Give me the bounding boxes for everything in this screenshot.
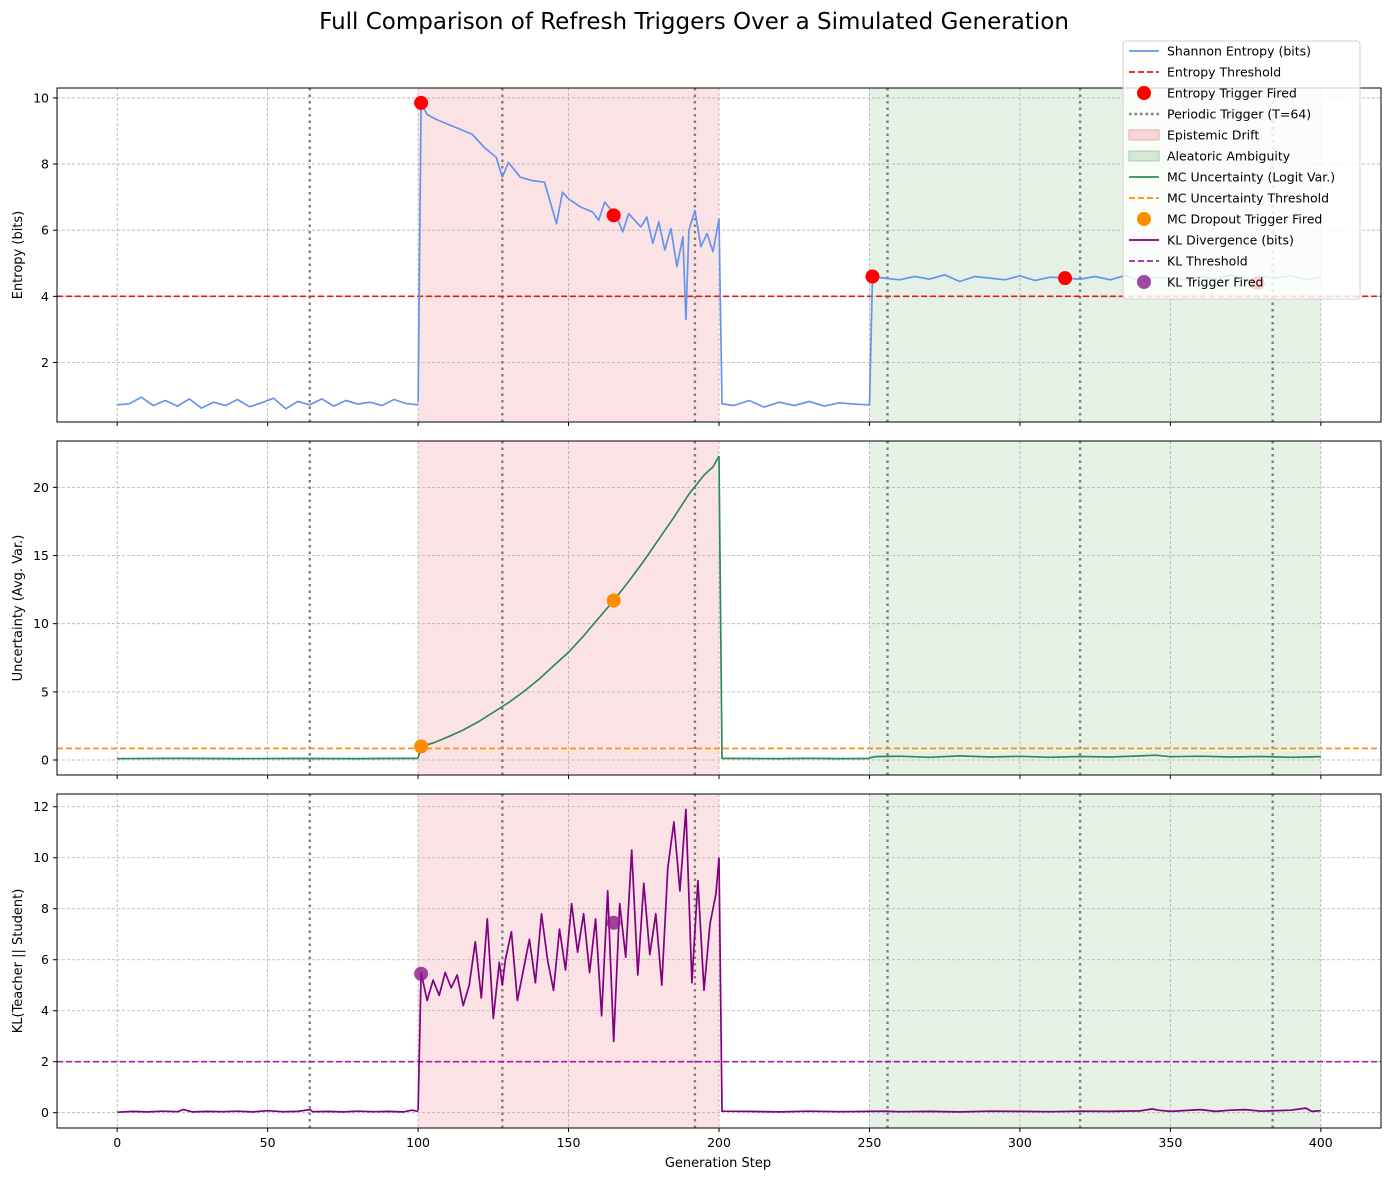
- y-tick-label: 10: [33, 90, 49, 105]
- series-line-kl-segment-2: [718, 857, 870, 1113]
- legend-label: Shannon Entropy (bits): [1167, 44, 1311, 59]
- x-tick-label: 50: [260, 1135, 276, 1150]
- trigger-marker-entropy: [1058, 271, 1073, 286]
- x-tick-label: 250: [858, 1135, 882, 1150]
- x-tick-label: 100: [406, 1135, 430, 1150]
- trigger-marker-entropy: [606, 208, 621, 223]
- legend-swatch-marker: [1137, 275, 1151, 289]
- legend-label: Periodic Trigger (T=64): [1167, 107, 1311, 122]
- legend-item: KL Divergence (bits): [1129, 233, 1294, 248]
- chart-title: Full Comparison of Refresh Triggers Over…: [319, 9, 1069, 35]
- x-tick-label: 350: [1158, 1135, 1182, 1150]
- series-line-mc-segment-1: [417, 455, 720, 759]
- y-tick-label: 10: [33, 616, 49, 631]
- y-tick-label: 20: [33, 480, 49, 495]
- x-tick-label: 300: [1008, 1135, 1032, 1150]
- y-tick-label: 0: [41, 753, 49, 768]
- legend-swatch-patch: [1128, 150, 1160, 162]
- y-tick-label: 0: [41, 1105, 49, 1120]
- legend-label: KL Trigger Fired: [1167, 275, 1263, 290]
- legend-item: Shannon Entropy (bits): [1129, 44, 1311, 59]
- series-line-entropy-segment-2: [718, 218, 870, 408]
- legend-label: MC Uncertainty (Logit Var.): [1167, 170, 1335, 185]
- y-tick-label: 8: [41, 901, 49, 916]
- legend-item: MC Uncertainty Threshold: [1129, 191, 1329, 206]
- legend-label: MC Dropout Trigger Fired: [1167, 212, 1322, 227]
- y-tick-label: 6: [41, 952, 49, 967]
- legend-label: Aleatoric Ambiguity: [1167, 149, 1291, 164]
- legend-label: Entropy Threshold: [1167, 65, 1281, 80]
- trigger-marker-kl: [414, 966, 429, 981]
- trigger-marker-mc: [606, 593, 621, 608]
- y-tick-label: 6: [41, 223, 49, 238]
- legend-swatch-marker: [1137, 86, 1151, 100]
- y-axis-label-kl: KL(Teacher || Student): [11, 889, 26, 1034]
- y-tick-label: 4: [41, 289, 49, 304]
- legend-item: Entropy Trigger Fired: [1137, 86, 1297, 101]
- series-line-mc-segment-3: [869, 754, 1321, 759]
- x-tick-label: 0: [113, 1135, 121, 1150]
- legend: Shannon Entropy (bits) Entropy Threshold E…: [1122, 40, 1361, 300]
- legend-item: Periodic Trigger (T=64): [1129, 107, 1311, 122]
- legend-swatch-marker: [1137, 212, 1151, 226]
- legend-label: MC Uncertainty Threshold: [1167, 191, 1329, 206]
- panel-kl: 0 2 4 6 8 10 12 0 50 100 150 200 250 300 350 400 KL(Teac…: [11, 793, 1382, 1150]
- trigger-marker-entropy: [865, 269, 880, 284]
- legend-label: Entropy Trigger Fired: [1167, 86, 1297, 101]
- series-line-mc-segment-2: [718, 455, 870, 760]
- series-line-entropy-segment-1: [417, 102, 720, 403]
- legend-label: KL Threshold: [1167, 254, 1248, 269]
- legend-swatch-patch: [1128, 129, 1160, 141]
- x-tick-label: 150: [557, 1135, 581, 1150]
- y-tick-label: 12: [33, 799, 49, 814]
- y-tick-label: 4: [41, 1003, 49, 1018]
- legend-item: MC Dropout Trigger Fired: [1137, 212, 1322, 227]
- trigger-marker-kl: [606, 915, 621, 930]
- y-tick-label: 15: [33, 548, 49, 563]
- x-tick-label: 400: [1309, 1135, 1333, 1150]
- y-tick-label: 8: [41, 157, 49, 172]
- legend-label: Epistemic Drift: [1167, 128, 1259, 143]
- region-aleatoric-ambiguity: [869, 441, 1321, 775]
- y-tick-label: 5: [41, 684, 49, 699]
- trigger-marker-entropy: [414, 95, 429, 110]
- legend-item: KL Trigger Fired: [1137, 275, 1263, 290]
- series-kl: [117, 808, 1321, 1114]
- x-tick-label: 200: [707, 1135, 731, 1150]
- legend-item: Entropy Threshold: [1129, 65, 1281, 80]
- panel-mc: 0 5 10 15 20 Uncertainty (Avg. Var.): [11, 440, 1382, 779]
- y-tick-label: 10: [33, 850, 49, 865]
- y-axis-label-mc: Uncertainty (Avg. Var.): [11, 535, 26, 682]
- x-axis-label: Generation Step: [665, 1156, 771, 1171]
- series-line-kl-segment-0: [117, 1108, 419, 1114]
- legend-box: [1122, 40, 1361, 300]
- y-axis-label-entropy: Entropy (bits): [11, 211, 26, 300]
- legend-item: Aleatoric Ambiguity: [1128, 149, 1291, 164]
- y-tick-label: 2: [41, 355, 49, 370]
- series-line-kl-segment-3: [869, 1107, 1321, 1113]
- series-mc: [117, 455, 1321, 760]
- legend-item: KL Threshold: [1129, 254, 1248, 269]
- legend-label: KL Divergence (bits): [1167, 233, 1294, 248]
- region-aleatoric-ambiguity: [869, 794, 1321, 1128]
- series-line-entropy-segment-0: [117, 396, 419, 410]
- legend-item: Epistemic Drift: [1128, 128, 1259, 143]
- legend-item: MC Uncertainty (Logit Var.): [1129, 170, 1335, 185]
- trigger-marker-mc: [414, 739, 429, 754]
- series-line-kl-segment-1: [417, 808, 720, 1111]
- y-tick-label: 2: [41, 1054, 49, 1069]
